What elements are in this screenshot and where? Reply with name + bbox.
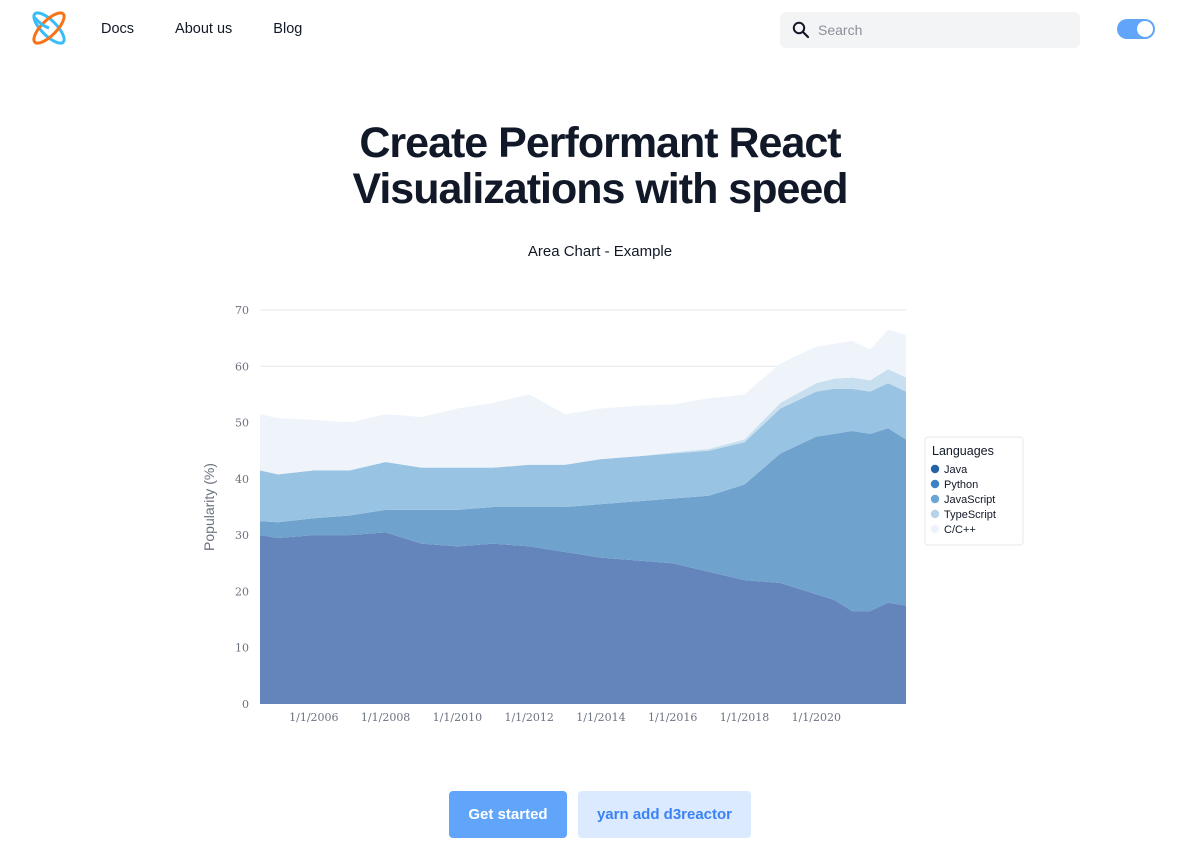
legend-label-java: Java: [944, 464, 968, 476]
d3reactor-logo-icon[interactable]: [28, 8, 70, 48]
y-tick-label-3: 30: [235, 529, 249, 542]
x-tick-label-3: 1/1/2012: [504, 711, 553, 724]
legend-title: Languages: [932, 444, 994, 458]
legend-swatch-typescript: [930, 509, 940, 519]
y-tick-label-4: 40: [235, 473, 249, 486]
x-tick-label-6: 1/1/2018: [720, 711, 769, 724]
install-command-button[interactable]: yarn add d3reactor: [578, 791, 751, 838]
top-nav-bar: Docs About us Blog: [0, 0, 1200, 60]
area-series-c-c-: [260, 329, 906, 475]
y-tick-label-2: 20: [235, 585, 249, 598]
toggle-knob: [1137, 21, 1153, 37]
y-axis-label: Popularity (%): [201, 463, 217, 551]
area-series-python: [260, 428, 906, 612]
legend-box: [924, 436, 1024, 546]
y-tick-label-0: 0: [242, 698, 249, 711]
area-series-javascript: [260, 383, 906, 523]
x-tick-label-7: 1/1/2020: [792, 711, 841, 724]
x-tick-label-5: 1/1/2016: [648, 711, 697, 724]
search-input[interactable]: [818, 12, 1068, 48]
y-tick-label-6: 60: [235, 360, 249, 373]
legend-label-python: Python: [944, 479, 978, 491]
main-nav: Docs About us Blog: [101, 21, 343, 37]
y-tick-label-7: 70: [235, 304, 249, 317]
legend-swatch-java: [930, 464, 940, 474]
hero-title: Create Performant React Visualizations w…: [0, 120, 1200, 212]
nav-link-docs[interactable]: Docs: [101, 21, 135, 37]
legend-label-javascript: JavaScript: [944, 494, 995, 506]
nav-link-blog[interactable]: Blog: [273, 21, 303, 37]
search-icon: [792, 21, 810, 39]
theme-toggle[interactable]: [1117, 19, 1155, 39]
hero-title-line-2: Visualizations with speed: [352, 165, 848, 213]
x-tick-label-4: 1/1/2014: [576, 711, 625, 724]
legend-label-c-c-: C/C++: [944, 524, 976, 536]
legend-swatch-c-c-: [930, 524, 940, 534]
area-chart: 0 10 20 30 40 50 60 70 1/1/2006 1/1/2008 1/1/2010 1…: [201, 304, 1024, 724]
get-started-button[interactable]: Get started: [449, 791, 567, 838]
area-series-typescript: [260, 369, 906, 475]
y-tick-label-1: 10: [235, 642, 249, 655]
x-tick-label-0: 1/1/2006: [289, 711, 338, 724]
y-tick-label-5: 50: [235, 417, 249, 430]
x-tick-label-1: 1/1/2008: [361, 711, 410, 724]
legend-swatch-javascript: [930, 494, 940, 504]
legend-label-typescript: TypeScript: [944, 509, 996, 521]
x-tick-label-2: 1/1/2010: [433, 711, 482, 724]
chart-heading: Area Chart - Example: [527, 243, 673, 260]
nav-link-about-us[interactable]: About us: [175, 21, 233, 37]
area-series-java: [260, 532, 906, 704]
hero-title-line-1: Create Performant React: [359, 119, 841, 167]
legend-swatch-python: [930, 479, 940, 489]
search-box[interactable]: [780, 12, 1080, 48]
